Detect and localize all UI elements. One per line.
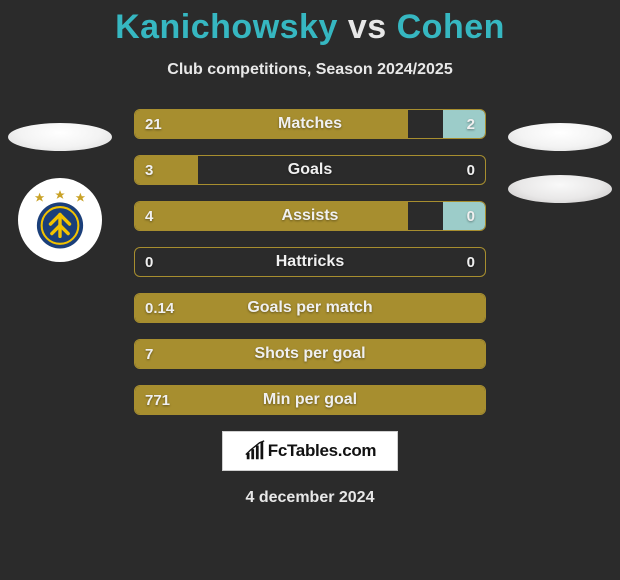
vs-text: vs (348, 8, 387, 46)
stat-label: Goals per match (135, 294, 485, 322)
comparison-title: Kanichowsky vs Cohen (0, 0, 620, 47)
flag-ellipse-right-top (508, 123, 612, 151)
stat-label: Assists (135, 202, 485, 230)
stat-row: 0.14Goals per match (134, 293, 486, 323)
stat-row: 40Assists (134, 201, 486, 231)
fctables-text: FcTables.com (268, 441, 377, 461)
flag-ellipse-right-bottom (508, 175, 612, 203)
flag-ellipse-left (8, 123, 112, 151)
stat-label: Min per goal (135, 386, 485, 414)
club-badge-icon (26, 186, 94, 254)
club-badge-left (18, 178, 102, 262)
stat-row: 212Matches (134, 109, 486, 139)
stat-row: 7Shots per goal (134, 339, 486, 369)
player-right-name: Cohen (397, 8, 505, 46)
subtitle: Club competitions, Season 2024/2025 (0, 61, 620, 79)
stat-label: Hattricks (135, 248, 485, 276)
stat-rows: 212Matches 30Goals 40Assists 00Hattricks 0.1… (0, 109, 620, 415)
stat-row: 771Min per goal (134, 385, 486, 415)
stat-row: 00Hattricks (134, 247, 486, 277)
date-text: 4 december 2024 (0, 489, 620, 507)
player-left-name: Kanichowsky (115, 8, 338, 46)
stat-label: Shots per goal (135, 340, 485, 368)
stat-label: Matches (135, 110, 485, 138)
stat-row: 30Goals (134, 155, 486, 185)
barchart-icon (244, 440, 266, 462)
fctables-logo: FcTables.com (222, 431, 398, 471)
stat-label: Goals (135, 156, 485, 184)
